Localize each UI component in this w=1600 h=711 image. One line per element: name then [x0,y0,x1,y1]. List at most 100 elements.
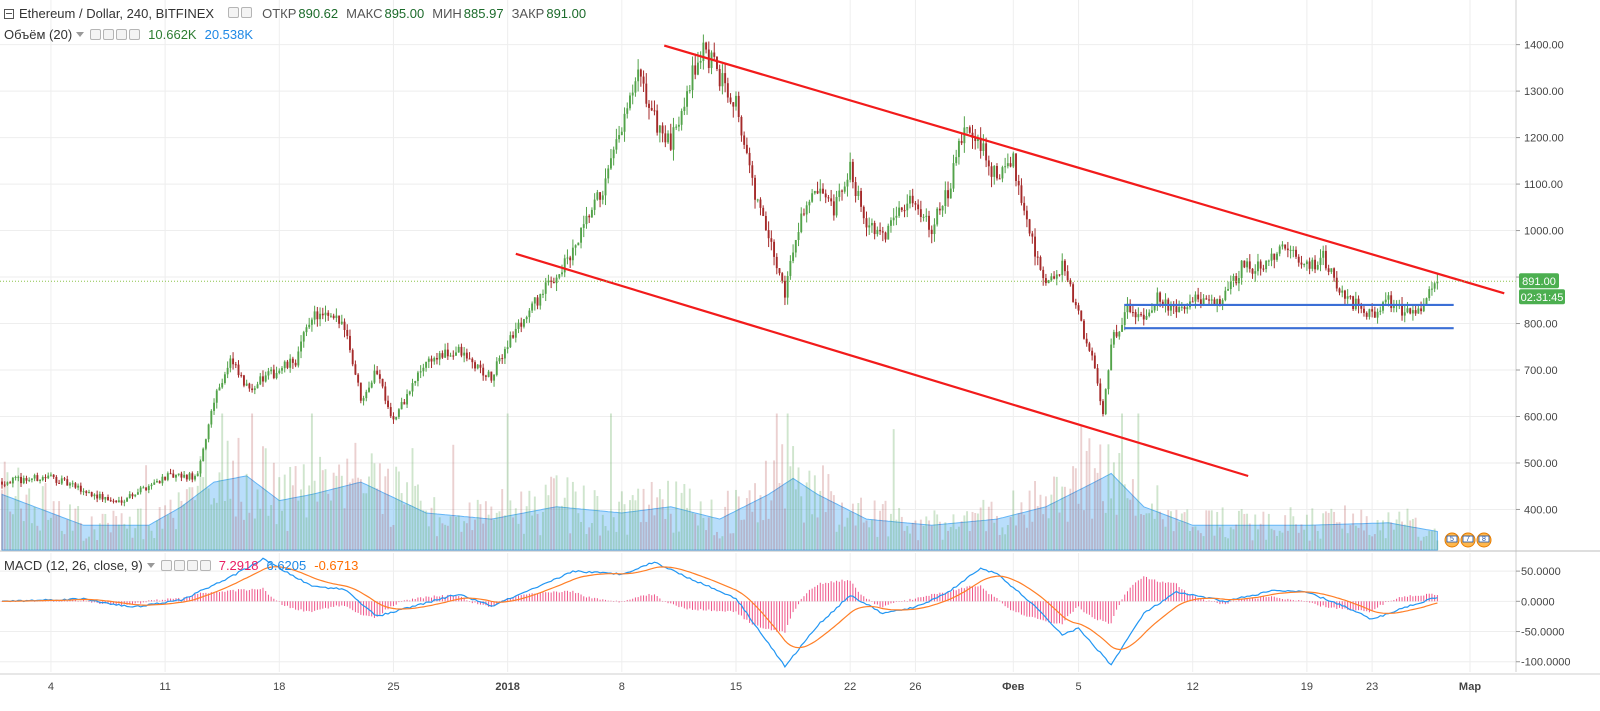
candle-body [870,222,873,226]
close-icon[interactable] [129,29,141,40]
candle-body [1422,305,1425,312]
volume-bar [857,503,860,550]
price-tick-label: 700.00 [1524,365,1558,377]
volume-bar [482,523,485,550]
macd-hist-bar [545,592,547,602]
volume-bar [740,519,743,550]
settings-icon[interactable] [228,7,240,18]
time-tick-label: Мар [1459,681,1481,693]
volume-bar [128,516,131,550]
macd-hist-bar [1227,601,1229,604]
volume-bar [571,481,574,550]
volume-bar [115,516,118,550]
candle-body [158,481,161,484]
candle-body [1292,249,1295,251]
candle-body [555,277,558,284]
volume-bar [650,481,653,550]
plus-icon[interactable] [186,560,198,571]
collapse-icon[interactable] [4,8,14,19]
volume-bar [164,505,167,550]
macd-hist-bar [1137,580,1139,602]
volume-bar [1422,536,1425,550]
settings-icon[interactable] [173,560,185,571]
settings-icon[interactable] [103,29,115,40]
close-icon[interactable] [241,7,253,18]
volume-bar [229,498,232,550]
candle-body [294,362,297,366]
volume-bar [1058,512,1061,550]
trendline[interactable] [663,44,1505,295]
macd-hist-bar [1254,598,1256,602]
candle-body [123,501,126,503]
volume-bar [1224,537,1227,550]
candle-body [653,110,656,112]
candle-body [1284,244,1287,249]
chevron-down-icon[interactable] [76,32,85,37]
time-tick-label: 2018 [495,681,519,693]
volume-bar [177,492,180,550]
volume-bar [914,520,917,550]
candle-body [501,358,504,360]
volume-bar [1088,438,1091,550]
trendlines[interactable] [0,44,1516,478]
candle-body [474,362,476,369]
candle-body [1436,281,1439,284]
macd-hist-bar [159,600,161,602]
macd-hist-bar [319,601,321,610]
volume-bar [539,535,542,550]
volume-bar [775,413,778,550]
macd-tick-label: 0.0000 [1521,596,1555,608]
candle-body [1384,299,1387,303]
volume-bar [147,525,150,550]
candle-body [637,69,640,82]
candle-body [1053,276,1056,279]
macd-hist-bar [1165,582,1167,602]
volume-bar [794,489,797,550]
volume-bar [1050,494,1053,550]
volume-bar [634,500,637,550]
candle-body [291,358,294,363]
volume-bar [629,500,631,550]
candle-body [952,163,955,189]
macd-hist-bar [1078,601,1080,607]
candle-body [1297,256,1300,263]
candle-body [1161,301,1164,306]
volume-bar [354,442,357,550]
candle-body [164,476,167,480]
eye-icon[interactable] [90,29,102,40]
candle-body [1218,299,1221,306]
time-tick-label: 25 [387,681,399,693]
volume-bar [971,511,974,550]
close-icon[interactable] [199,560,211,571]
macd-hist-bar [91,601,93,603]
volume-bar [1074,468,1077,550]
eye-icon[interactable] [160,560,172,571]
chevron-down-icon[interactable] [146,563,155,568]
trendline[interactable] [515,252,1249,478]
candle-body [93,494,96,497]
candle-body [1164,299,1167,306]
volume-bar [577,513,580,550]
candle-body [1360,305,1363,309]
volume-bar [501,489,504,550]
macd-hist-bar [575,593,577,602]
volume-bar [441,523,444,550]
macd-hist-bar [942,592,944,602]
macd-hist-bar [588,596,590,602]
volume-bar [196,485,199,550]
volume-bar [1395,519,1398,550]
candle-body [300,341,302,352]
volume-bar [498,511,501,550]
event-flag-icon [1462,535,1474,543]
macd-hist-bar [297,601,299,611]
macd-hist-bar [803,596,805,602]
candle-body [1433,283,1436,289]
macd-hist-bar [751,601,753,625]
volume-bar [900,516,903,550]
macd-hist-bar [1004,601,1006,607]
volume-bar [536,514,539,550]
plus-icon[interactable] [116,29,128,40]
candle-body [892,217,895,221]
